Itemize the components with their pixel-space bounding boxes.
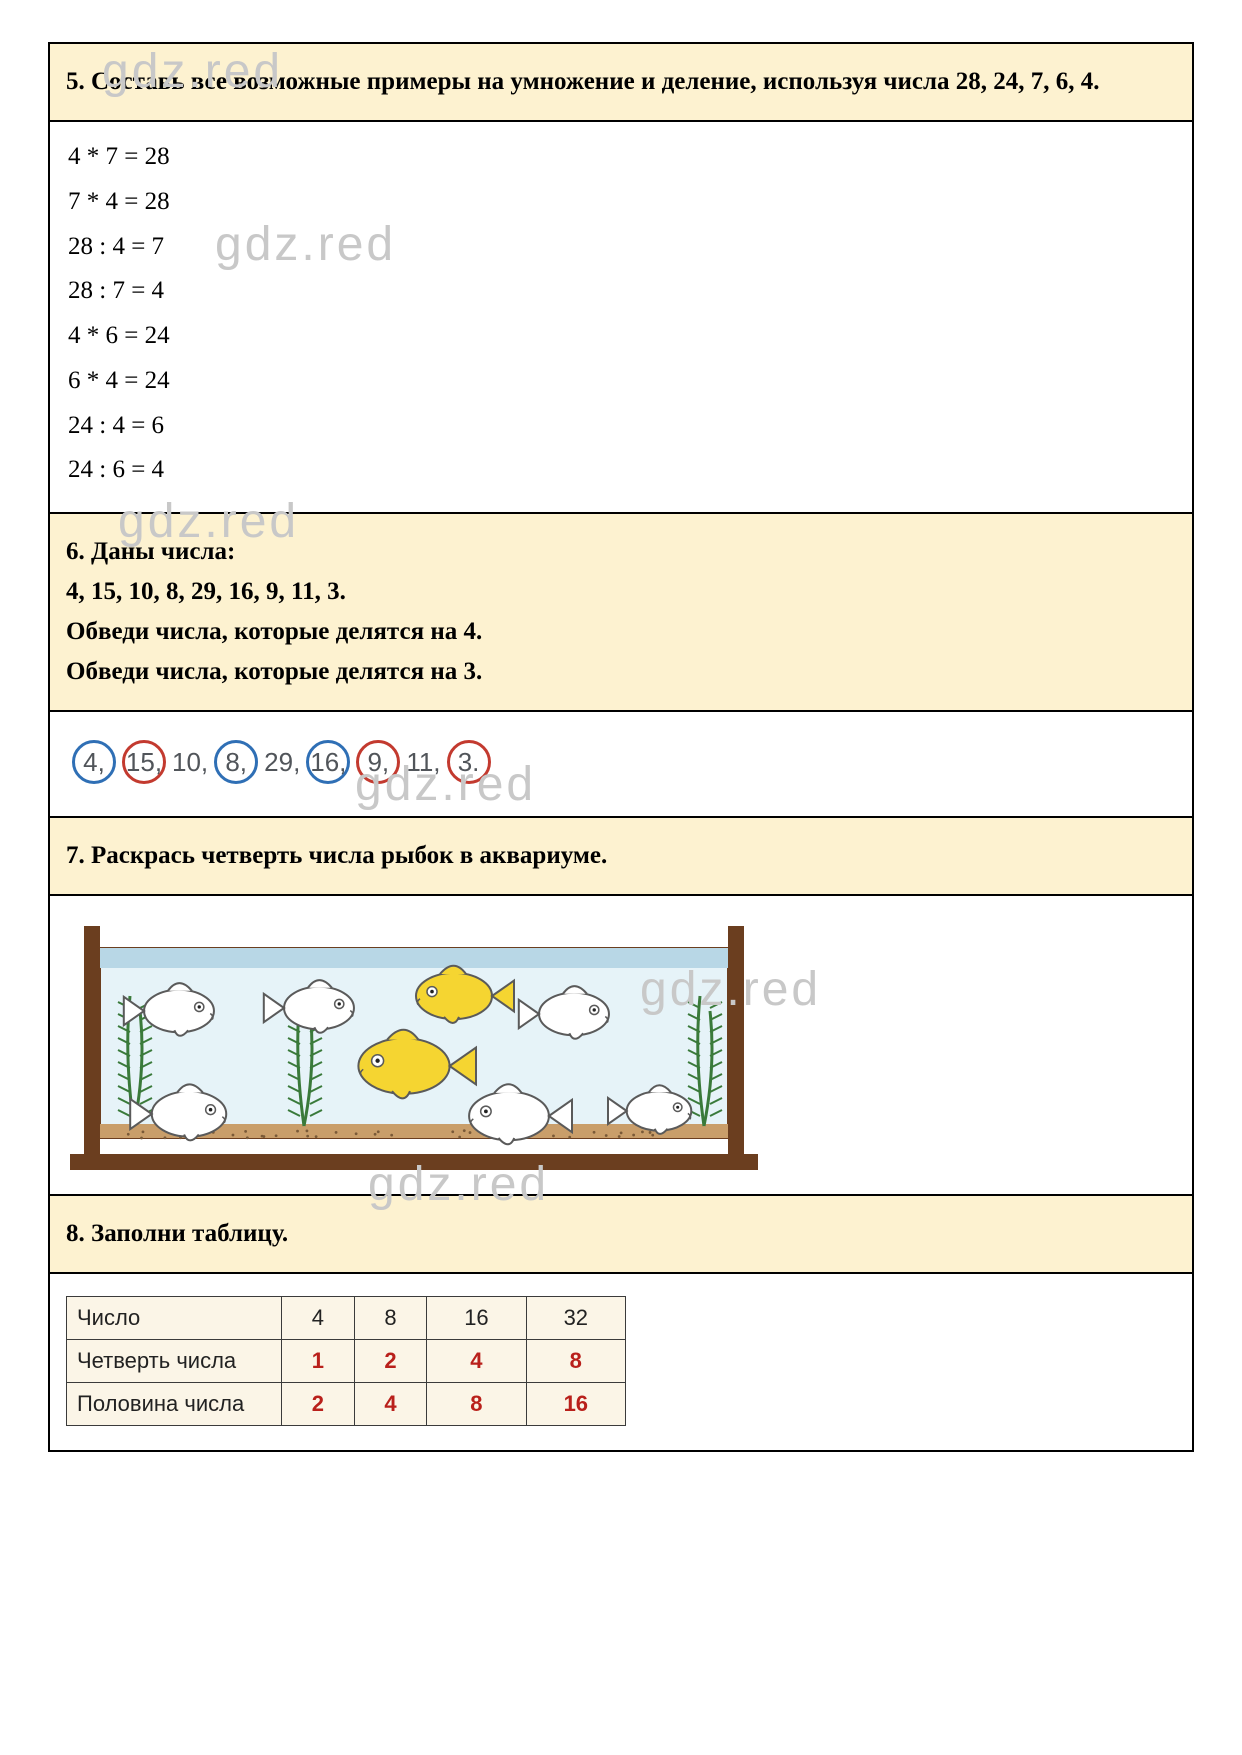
table-cell: 8 (427, 1383, 526, 1426)
table-cell: 1 (282, 1340, 355, 1383)
question-6-prompt: 6. Даны числа:4, 15, 10, 8, 29, 16, 9, 1… (50, 512, 1192, 712)
question-7-prompt: 7. Раскрась четверть числа рыбок в аквар… (50, 816, 1192, 896)
table-row: Половина числа24816 (67, 1383, 626, 1426)
equation-line: 28 : 4 = 7 (68, 228, 1174, 267)
number-circled-blue: 8, (214, 740, 258, 784)
question-8-answer: Число481632Четверть числа1248Половина чи… (50, 1274, 1192, 1450)
table-cell: 4 (282, 1297, 355, 1340)
question-6-answer: 4,15,10,8,29,16,9,11,3. (50, 712, 1192, 816)
number-plain: 10, (172, 740, 208, 784)
table-cell: 4 (354, 1383, 427, 1426)
question-8-prompt: 8. Заполни таблицу. (50, 1194, 1192, 1274)
table-cell: 2 (282, 1383, 355, 1426)
table-row: Четверть числа1248 (67, 1340, 626, 1383)
question-7-text: 7. Раскрась четверть числа рыбок в аквар… (66, 842, 607, 869)
number-plain: 29, (264, 740, 300, 784)
question-8-text: 8. Заполни таблицу. (66, 1220, 288, 1247)
equation-line: 7 * 4 = 28 (68, 183, 1174, 222)
row-label: Число (67, 1297, 282, 1340)
aquarium-illustration (64, 916, 764, 1176)
number-plain: 11, (406, 740, 440, 784)
question-5-prompt: 5. Составь все возможные примеры на умно… (50, 44, 1192, 122)
number-circled-red: 3. (447, 740, 491, 784)
equation-line: 6 * 4 = 24 (68, 362, 1174, 401)
worksheet-page: 5. Составь все возможные примеры на умно… (48, 42, 1194, 1452)
equation-line: 28 : 7 = 4 (68, 272, 1174, 311)
row-label: Четверть числа (67, 1340, 282, 1383)
number-circled-red: 15, (122, 740, 166, 784)
number-circled-blue: 16, (306, 740, 350, 784)
table-cell: 32 (526, 1297, 625, 1340)
question-6-line: Обведи числа, которые делятся на 3. (66, 652, 1176, 692)
table-cell: 2 (354, 1340, 427, 1383)
question-7-answer (50, 896, 1192, 1194)
number-circled-blue: 4, (72, 740, 116, 784)
table-cell: 16 (526, 1383, 625, 1426)
question-5-answer: 4 * 7 = 28 7 * 4 = 28 28 : 4 = 7 28 : 7 = 4… (50, 122, 1192, 512)
equation-line: 4 * 7 = 28 (68, 138, 1174, 177)
table-row: Число481632 (67, 1297, 626, 1340)
table-cell: 8 (526, 1340, 625, 1383)
equation-line: 4 * 6 = 24 (68, 317, 1174, 356)
equation-line: 24 : 6 = 4 (68, 451, 1174, 490)
row-label: Половина числа (67, 1383, 282, 1426)
question-6-line: Обведи числа, которые делятся на 4. (66, 612, 1176, 652)
question-6-line: 4, 15, 10, 8, 29, 16, 9, 11, 3. (66, 572, 1176, 612)
table-cell: 8 (354, 1297, 427, 1340)
number-circled-red: 9, (356, 740, 400, 784)
question-5-text: 5. Составь все возможные примеры на умно… (66, 68, 1100, 95)
fill-table: Число481632Четверть числа1248Половина чи… (66, 1296, 626, 1426)
equation-line: 24 : 4 = 6 (68, 407, 1174, 446)
table-cell: 4 (427, 1340, 526, 1383)
question-6-line: 6. Даны числа: (66, 532, 1176, 572)
table-cell: 16 (427, 1297, 526, 1340)
